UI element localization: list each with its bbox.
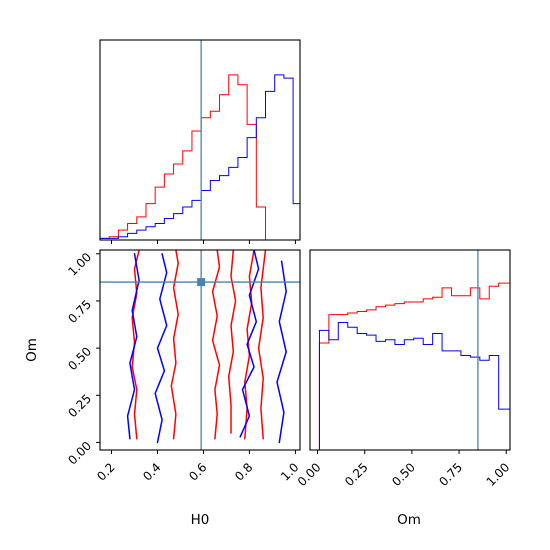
x-axis-label-om: Om xyxy=(397,512,421,528)
om-x-tick-label-3: 0.75 xyxy=(436,460,465,489)
y-axis-label-om: Om xyxy=(24,338,40,362)
x-axis-label-h0: H0 xyxy=(191,512,210,528)
contour-panel-frame xyxy=(99,249,301,451)
right-panel-frame xyxy=(309,249,511,451)
om-histogram-series-1 xyxy=(310,321,511,451)
om-y-tick-label-4: 1.00 xyxy=(65,250,94,279)
om-y-tick-label-0: 0.00 xyxy=(65,439,94,468)
contour-line-0 xyxy=(131,250,140,440)
contour-line-3 xyxy=(227,250,237,434)
contour-line-9 xyxy=(276,260,287,444)
top-panel-frame xyxy=(99,39,301,241)
om-x-tick-label-1: 0.25 xyxy=(342,460,371,489)
om-y-tick-label-1: 0.25 xyxy=(65,392,94,421)
contour-line-2 xyxy=(211,250,221,440)
h0-x-tick-label-3: 0.8 xyxy=(232,460,255,483)
contour-line-4 xyxy=(244,250,255,440)
om-x-tick-label-2: 0.50 xyxy=(389,460,418,489)
contour-lines xyxy=(126,250,287,444)
contour-line-5 xyxy=(257,250,267,440)
om-x-tick-label-0: 0.00 xyxy=(295,460,324,489)
contour-line-8 xyxy=(239,250,260,438)
contour-line-6 xyxy=(126,253,140,440)
h0-x-tick-label-1: 0.4 xyxy=(140,460,163,483)
h0-histogram-series-0 xyxy=(99,74,300,241)
om-y-tick-label-2: 0.50 xyxy=(65,344,94,373)
h0-x-tick-label-0: 0.2 xyxy=(94,460,117,483)
contour-line-1 xyxy=(170,250,179,440)
h0-x-tick-label-2: 0.6 xyxy=(186,460,209,483)
h0-om-contour-panel: 0.2 0.4 0.6 0.8 1.00.000.250.500.751.00 xyxy=(65,249,302,484)
om-y-tick-label-3: 0.75 xyxy=(65,297,94,326)
h0-histogram-series-1 xyxy=(99,74,301,240)
om-x-tick-label-4: 1.00 xyxy=(484,460,513,489)
truth-marker xyxy=(197,278,206,287)
om-histogram-panel: 0.00 0.25 0.50 0.75 1.00 xyxy=(295,249,513,489)
om-histogram-series-0 xyxy=(310,282,511,451)
h0-histogram-panel xyxy=(99,39,301,244)
